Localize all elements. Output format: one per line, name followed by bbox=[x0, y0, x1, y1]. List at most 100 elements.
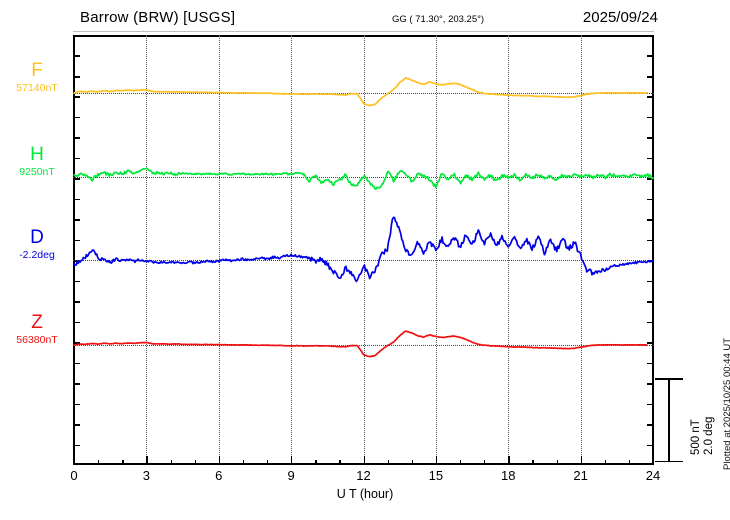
x-tick-label-21: 21 bbox=[573, 468, 588, 483]
plotted-at-timestamp: Plotted at 2025/10/25 00:44 UT bbox=[722, 337, 730, 470]
x-tick-label-3: 3 bbox=[142, 468, 150, 483]
y-tick-left-5 bbox=[73, 137, 80, 139]
y-tick-left-1 bbox=[73, 55, 80, 58]
y-tick-right-20 bbox=[647, 444, 654, 447]
y-tick-right-14 bbox=[647, 321, 654, 324]
x-tick-19 bbox=[532, 460, 534, 465]
component-baseline-value-Z: 56380nT bbox=[16, 334, 58, 346]
x-tick-label-18: 18 bbox=[501, 468, 516, 483]
plot-axis-right bbox=[652, 35, 654, 465]
y-tick-left-9 bbox=[73, 219, 80, 221]
y-tick-left-15 bbox=[73, 342, 80, 344]
x-tick-23 bbox=[628, 460, 631, 465]
y-tick-right-13 bbox=[647, 301, 654, 303]
gridline-h12 bbox=[363, 35, 365, 465]
x-tick-20 bbox=[556, 460, 558, 465]
y-tick-right-5 bbox=[647, 137, 654, 139]
x-tick-label-12: 12 bbox=[356, 468, 371, 483]
x-tick-5 bbox=[194, 460, 196, 465]
x-tick-8 bbox=[267, 460, 269, 465]
gridline-h3 bbox=[146, 35, 148, 465]
y-tick-left-18 bbox=[73, 403, 80, 406]
y-tick-right-11 bbox=[647, 260, 654, 262]
scale-bar-line bbox=[668, 378, 670, 462]
y-tick-left-2 bbox=[73, 75, 80, 78]
y-tick-right-7 bbox=[647, 178, 654, 180]
x-tick-0 bbox=[74, 456, 76, 465]
y-tick-left-12 bbox=[73, 280, 80, 283]
magnetogram-plot-area bbox=[73, 35, 655, 465]
y-tick-left-11 bbox=[73, 260, 80, 262]
x-tick-7 bbox=[242, 460, 245, 465]
y-tick-right-9 bbox=[647, 219, 654, 221]
scale-bar-nt-label: 500 nT bbox=[690, 419, 702, 455]
component-symbol-Z: Z bbox=[31, 312, 43, 333]
y-tick-right-15 bbox=[647, 342, 654, 344]
y-tick-left-13 bbox=[73, 301, 80, 303]
page-title: Barrow (BRW) [USGS] bbox=[80, 9, 236, 26]
x-axis-title: U T (hour) bbox=[336, 487, 394, 501]
component-label-Z: Z 56380nT bbox=[2, 313, 72, 347]
y-tick-right-18 bbox=[647, 403, 654, 406]
plot-axis-left bbox=[73, 35, 75, 465]
gridline-h18 bbox=[508, 35, 510, 465]
x-tick-13 bbox=[387, 460, 389, 465]
y-tick-right-10 bbox=[647, 239, 654, 242]
y-tick-left-16 bbox=[73, 362, 80, 365]
observation-date: 2025/09/24 bbox=[582, 9, 658, 26]
component-label-H: H 9250nT bbox=[2, 145, 72, 179]
component-symbol-H: H bbox=[30, 144, 44, 165]
x-tick-label-6: 6 bbox=[215, 468, 223, 483]
component-symbol-F: F bbox=[31, 60, 43, 81]
geomagnetic-coordinates: GG ( 71.30°, 203.25°) bbox=[392, 14, 485, 25]
x-tick-9 bbox=[291, 456, 293, 465]
y-tick-right-1 bbox=[647, 55, 654, 58]
y-tick-left-3 bbox=[73, 96, 80, 99]
gridline-h9 bbox=[291, 35, 293, 465]
x-tick-14 bbox=[411, 460, 414, 465]
y-tick-right-3 bbox=[647, 96, 654, 99]
x-tick-1 bbox=[98, 460, 100, 465]
header-divider bbox=[73, 31, 654, 32]
y-tick-right-4 bbox=[647, 116, 654, 119]
component-baseline-value-F: 57140nT bbox=[16, 82, 58, 94]
x-tick-label-9: 9 bbox=[287, 468, 295, 483]
x-tick-6 bbox=[218, 456, 221, 465]
component-label-F: F 57140nT bbox=[2, 61, 72, 95]
x-tick-15 bbox=[435, 456, 438, 465]
scale-bar-cap-top bbox=[655, 378, 683, 380]
y-tick-left-7 bbox=[73, 178, 80, 180]
y-tick-left-8 bbox=[73, 198, 80, 201]
component-symbol-D: D bbox=[30, 227, 44, 248]
y-tick-right-19 bbox=[647, 424, 654, 426]
y-tick-left-4 bbox=[73, 116, 80, 119]
scale-bar-deg-label: 2.0 deg bbox=[703, 416, 715, 455]
x-tick-24 bbox=[653, 456, 655, 465]
x-tick-12 bbox=[363, 456, 365, 465]
x-tick-label-15: 15 bbox=[428, 468, 444, 483]
component-baseline-value-H: 9250nT bbox=[19, 166, 55, 178]
x-tick-10 bbox=[315, 460, 317, 465]
y-tick-right-6 bbox=[647, 157, 654, 160]
y-tick-right-16 bbox=[647, 362, 654, 365]
component-baseline-value-D: -2.2deg bbox=[19, 249, 55, 261]
x-tick-label-0: 0 bbox=[70, 468, 78, 483]
x-tick-11 bbox=[339, 460, 341, 465]
x-tick-18 bbox=[508, 456, 510, 465]
gridline-h6 bbox=[218, 35, 220, 465]
scale-bar-cap-bottom bbox=[655, 460, 683, 463]
y-tick-right-8 bbox=[647, 198, 654, 201]
y-tick-right-2 bbox=[647, 75, 654, 78]
x-tick-3 bbox=[146, 456, 148, 465]
gridline-h21 bbox=[580, 35, 582, 465]
x-tick-2 bbox=[122, 460, 124, 465]
x-tick-16 bbox=[460, 460, 462, 465]
y-tick-left-19 bbox=[73, 424, 80, 426]
y-tick-left-17 bbox=[73, 383, 80, 385]
x-tick-21 bbox=[580, 456, 582, 465]
x-tick-4 bbox=[170, 460, 172, 465]
y-tick-left-10 bbox=[73, 239, 80, 242]
y-tick-right-17 bbox=[647, 383, 654, 385]
y-tick-left-20 bbox=[73, 444, 80, 447]
